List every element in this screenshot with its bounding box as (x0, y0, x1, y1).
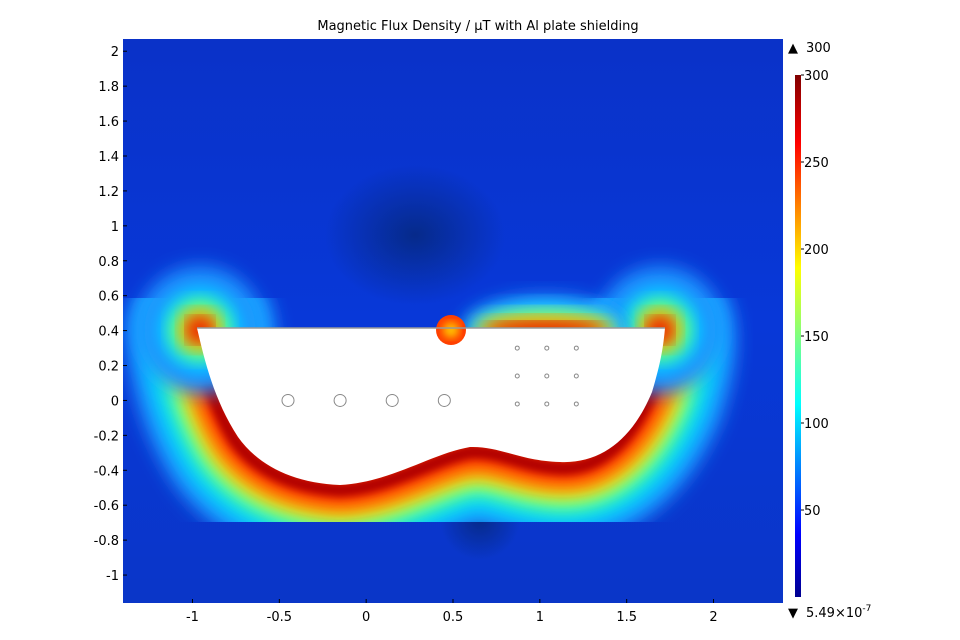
chart-title: Magnetic Flux Density / µT with Al plate… (317, 19, 638, 34)
conductor-small (573, 401, 579, 407)
x-axis: -1 -0.5 0 0.5 1 1.5 2 (186, 599, 718, 625)
conductors (281, 345, 579, 407)
conductor-large (437, 393, 451, 407)
conductor-small (544, 345, 550, 351)
colorbar-tick-label: 300 (804, 69, 829, 84)
y-tick-label: 1.4 (98, 150, 119, 165)
conductor-small (514, 401, 520, 407)
colorbar-min-marker: ▼ (788, 606, 798, 621)
y-tick-label: -0.8 (94, 534, 119, 549)
y-tick-label: -1 (106, 569, 119, 584)
y-tick-label: -0.4 (94, 464, 119, 479)
y-tick-label: -0.2 (94, 429, 119, 444)
y-tick-label: 1 (111, 220, 119, 235)
y-tick-label: 2 (111, 45, 119, 60)
colorbar: ▲ 300 50 100 150 200 250 300 ▼ 5.49×10-7 (788, 41, 871, 621)
conductor-large (281, 393, 295, 407)
conductor-small (514, 345, 520, 351)
colorbar-max-label: 300 (806, 41, 831, 56)
y-tick-label: 0.4 (98, 325, 119, 340)
y-tick-label: 1.6 (98, 115, 119, 130)
y-tick-label: 0.6 (98, 290, 119, 305)
y-tick-label: 0.8 (98, 255, 119, 270)
conductor-small (573, 373, 579, 379)
x-tick-label: -1 (186, 610, 199, 625)
y-tick-label: 0 (111, 394, 119, 409)
shielded-region (197, 328, 665, 485)
y-tick-label: 0.2 (98, 360, 119, 375)
colorbar-max-marker: ▲ (788, 41, 798, 56)
x-tick-label: 0 (362, 610, 370, 625)
y-tick-label: 1.2 (98, 185, 119, 200)
colorbar-min-label: 5.49×10-7 (806, 604, 871, 621)
conductor-large (333, 393, 347, 407)
conductor-small (544, 401, 550, 407)
y-axis: -1 -0.8 -0.6 -0.4 -0.2 0 0.2 0.4 0.6 0.8 1 1.2 1.4 1.… (94, 45, 127, 584)
x-tick-label: 0.5 (443, 610, 464, 625)
conductor-large (385, 393, 399, 407)
colorbar-tick-label: 50 (804, 504, 821, 519)
colorbar-tick-label: 200 (804, 243, 829, 258)
colorbar-tick-label: 150 (804, 330, 829, 345)
colorbar-tick-label: 250 (804, 156, 829, 171)
x-tick-label: 1 (536, 610, 544, 625)
x-tick-label: 2 (709, 610, 717, 625)
colorbar-gradient (795, 75, 801, 597)
y-tick-label: -0.6 (94, 499, 119, 514)
y-tick-label: 1.8 (98, 80, 119, 95)
conductor-small (573, 345, 579, 351)
conductor-small (514, 373, 520, 379)
x-tick-label: 1.5 (616, 610, 637, 625)
conductor-small (544, 373, 550, 379)
colorbar-tick-label: 100 (804, 417, 829, 432)
x-tick-label: -0.5 (267, 610, 292, 625)
